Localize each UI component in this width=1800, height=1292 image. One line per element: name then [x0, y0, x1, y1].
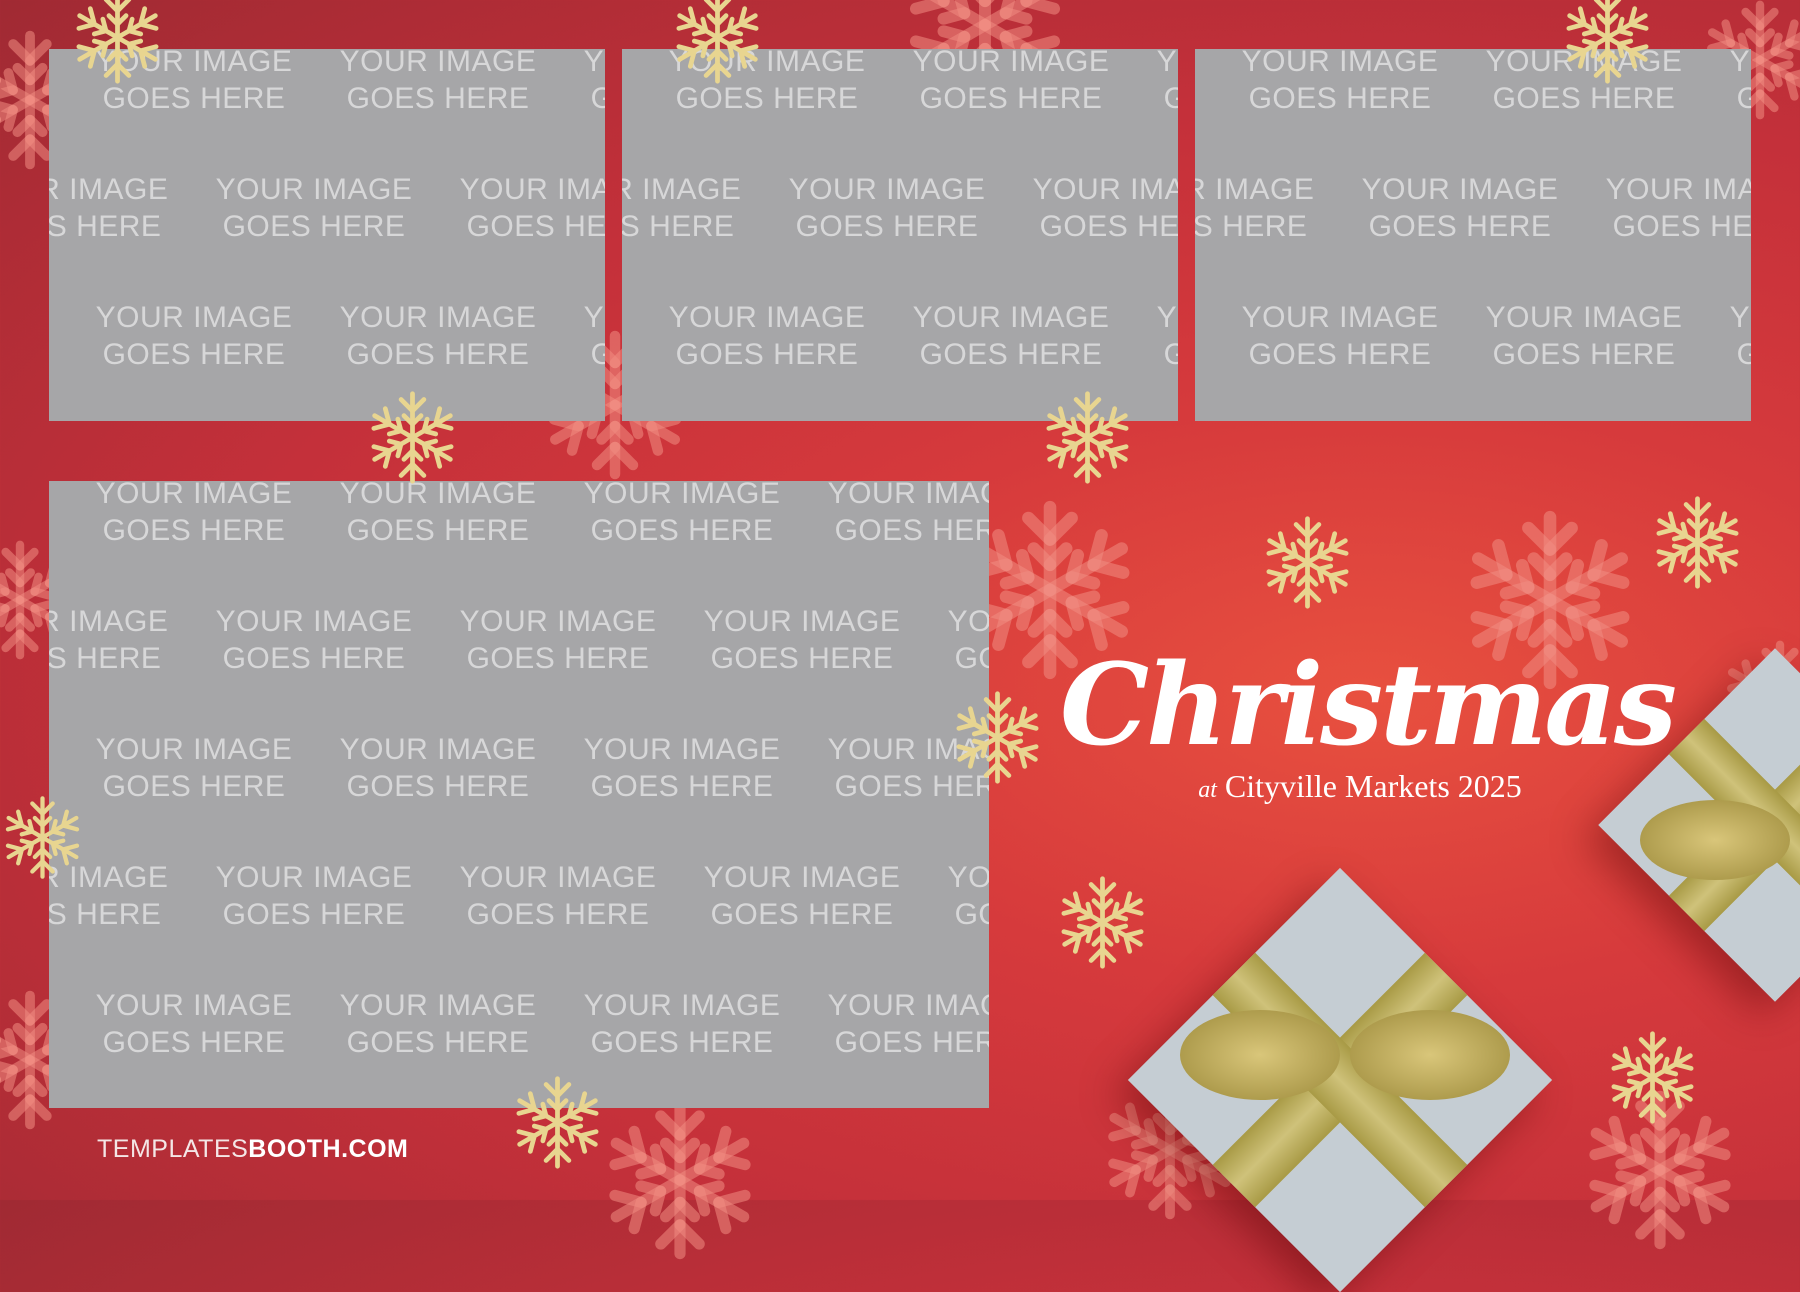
snowflake-icon	[1470, 510, 1630, 690]
gift-bow	[1640, 800, 1790, 880]
gift-bow	[1350, 1010, 1510, 1100]
snowflake-icon	[1611, 1031, 1694, 1124]
subtitle-text: Cityville Markets 2025	[1224, 768, 1522, 804]
snowflake-icon	[1566, 0, 1649, 84]
brand-light: TEMPLATES	[97, 1135, 249, 1163]
snowflake-icon	[956, 691, 1039, 784]
gift-bow	[1180, 1010, 1340, 1100]
snowflake-icon	[371, 391, 454, 484]
snowflake-icon	[970, 500, 1130, 680]
snowflake-icon	[76, 0, 159, 84]
snowflake-icon	[1046, 391, 1129, 484]
subtitle-prefix: at	[1198, 777, 1217, 803]
snowflake-icon	[1266, 516, 1349, 609]
snowflake-icon	[609, 1100, 751, 1260]
snowflake-icon	[5, 796, 80, 879]
snowflake-icon	[676, 0, 759, 84]
snowflake-icon	[1656, 496, 1739, 589]
event-title: Christmas	[1060, 640, 1677, 771]
snowflake-icon	[516, 1076, 599, 1169]
brand-bold: BOOTH.COM	[248, 1135, 409, 1163]
event-subtitle: at Cityville Markets 2025	[1060, 768, 1660, 805]
photo-slot-4[interactable]: YOUR IMAGE GOES HERE YOUR IMAGE GOES HERE YO…	[49, 481, 989, 1108]
footer-brand[interactable]: TEMPLATESBOOTH.COM	[97, 1135, 408, 1164]
snowflake-icon	[1061, 876, 1144, 969]
